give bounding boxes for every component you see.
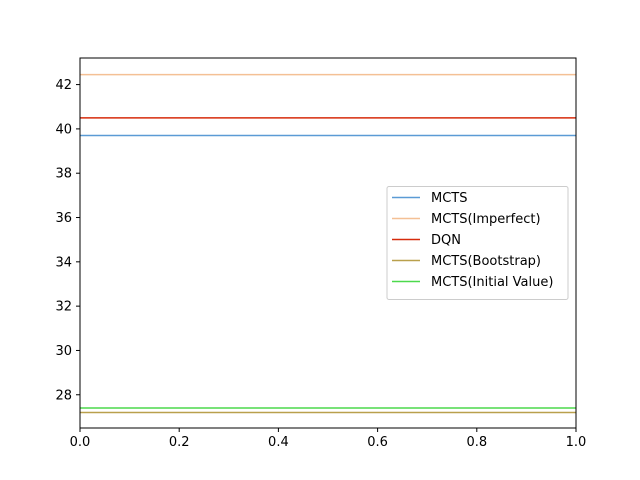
y-tick-label: 38	[55, 167, 72, 182]
legend-label-3: MCTS(Bootstrap)	[431, 254, 541, 269]
x-tick-label: 0.6	[367, 435, 388, 450]
y-axis: 28 30 32 34 36 38 40 42	[55, 78, 80, 403]
plot-frame	[79, 57, 577, 429]
x-tick-label: 0.4	[268, 435, 289, 450]
y-tick-label: 34	[55, 255, 72, 270]
legend-box	[386, 186, 569, 300]
y-tick-label: 42	[55, 78, 72, 93]
y-tick-label: 36	[55, 211, 72, 226]
x-tick-label: 0.0	[70, 435, 91, 450]
legend-label-0: MCTS	[431, 191, 468, 206]
legend-label-2: DQN	[431, 233, 461, 248]
legend: MCTS MCTS(Imperfect) DQN MCTS(Bootstrap) MCT…	[386, 186, 569, 300]
y-tick-label: 28	[55, 388, 72, 403]
x-tick-label: 0.2	[169, 435, 190, 450]
x-axis: 0.0 0.2 0.4 0.6 0.8 1.0	[70, 428, 587, 450]
y-tick-label: 40	[55, 122, 72, 137]
x-tick-label: 0.8	[466, 435, 487, 450]
series-layer	[80, 73, 576, 414]
legend-label-4: MCTS(Initial Value)	[431, 275, 553, 290]
y-tick-label: 30	[55, 344, 72, 359]
x-tick-label: 1.0	[566, 435, 587, 450]
y-tick-label: 32	[55, 300, 72, 315]
legend-label-1: MCTS(Imperfect)	[431, 212, 541, 227]
